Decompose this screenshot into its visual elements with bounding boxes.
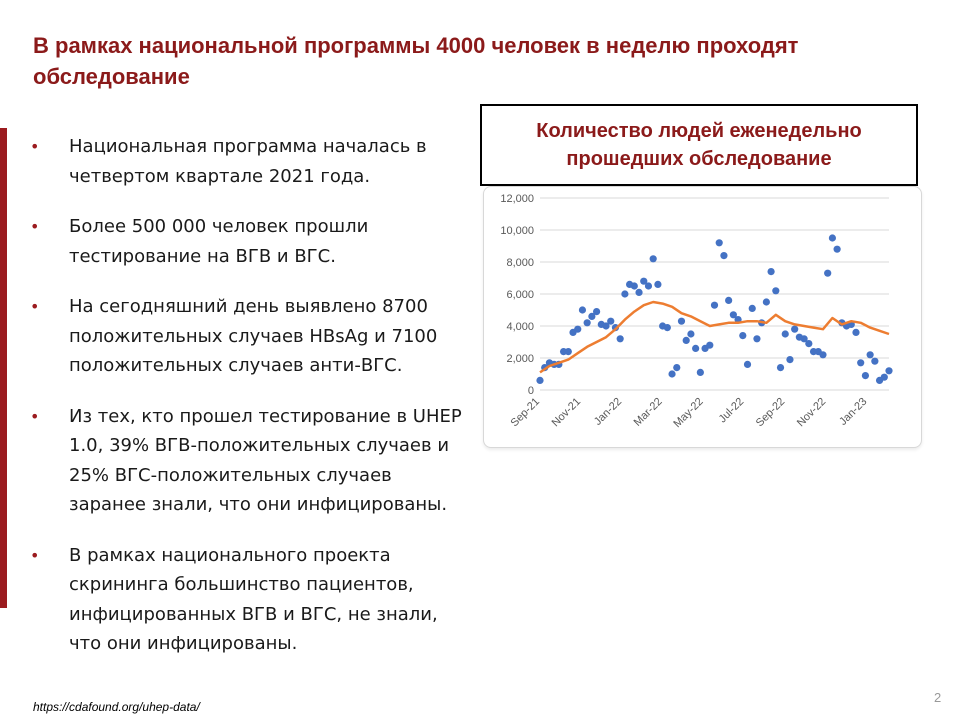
data-point [640,277,648,285]
data-point [592,308,601,316]
data-point [715,239,723,247]
data-point [861,372,870,380]
chart-panel: 0 2,000 4,000 6,000 8,000 10,000 12,000 Sep-21 N… [483,186,922,448]
data-point [767,268,775,276]
data-point [739,332,747,340]
x-tick-label: Sep-22 [754,396,788,430]
bullet-item: • Более 500 000 человек прошли тестирован… [30,212,470,271]
chart-title-box: Количество людей еженедельно прошедших о… [480,104,918,186]
data-point [805,340,813,348]
bullet-item: • Из тех, кто прошел тестирование в UHEP … [30,402,470,520]
bullet-item: • На сегодняшний день выявлено 8700 полож… [30,292,470,381]
x-tick-label: Nov-21 [550,396,584,430]
data-point [852,328,860,336]
data-point [536,376,544,384]
x-tick-label: Jan-23 [837,396,869,428]
data-point [833,245,841,253]
data-point [781,330,789,338]
bullet-marker: • [30,406,40,426]
bullet-item: • Национальная программа началась в четве… [30,132,470,191]
data-point [753,335,761,343]
page-number: 2 [934,690,942,705]
bullet-marker: • [30,217,40,236]
bullet-text: Национальная программа началась в четвер… [69,136,427,187]
chart-title: Количество людей еженедельно прошедших о… [536,120,862,170]
y-tick-label: 12,000 [500,193,534,205]
data-point [668,370,676,378]
data-point [677,317,686,325]
data-point [824,269,832,277]
data-point [649,255,657,263]
data-point [687,330,695,338]
data-point [772,287,780,295]
data-point [692,344,700,352]
data-point [880,373,888,381]
data-point [776,364,785,372]
data-point [583,319,591,327]
bullet-text: Более 500 000 человек прошли тестировани… [69,216,369,267]
data-point [616,335,624,343]
x-tick-label: Jul-22 [717,396,747,426]
data-point [696,368,704,376]
bullet-marker: • [30,297,40,316]
data-point [578,306,587,314]
x-tick-label: May-22 [671,396,705,430]
data-point [857,359,865,367]
bullet-item: • В рамках национального проекта скрининг… [30,541,470,659]
y-tick-label: 2,000 [506,353,534,365]
bullet-marker: • [30,545,40,565]
data-point [706,341,714,349]
y-tick-label: 10,000 [500,225,534,237]
data-point [673,364,681,372]
x-tick-label: Mar-22 [632,396,665,429]
data-point [588,312,596,320]
data-point [654,280,662,288]
trend-line [539,300,890,374]
data-point [743,360,752,368]
data-point [791,325,799,333]
data-point [644,282,653,290]
data-point [729,311,737,319]
data-point [621,290,629,298]
data-point [871,357,879,365]
x-tick-label: Jan-22 [592,396,624,428]
y-tick-label: 0 [528,385,534,397]
data-point [800,335,808,343]
bullet-text: В рамках национального проекта скрининга… [69,544,438,655]
x-tick-label: Nov-22 [795,396,829,430]
bullet-marker: • [30,137,40,156]
data-point [866,351,874,359]
accent-bar [0,128,7,608]
slide-title: В рамках национальной программы 4000 чел… [33,33,799,89]
data-point [663,324,671,332]
data-point [635,288,643,296]
data-point [574,325,582,333]
x-tick-label: Sep-21 [509,396,543,430]
bullet-text: На сегодняшний день выявлено 8700 положи… [69,296,438,376]
y-tick-label: 8,000 [506,257,534,269]
bullet-list: • Национальная программа началась в четве… [30,132,470,680]
y-tick-label: 4,000 [506,321,534,333]
data-point [828,234,837,242]
data-point [564,348,572,356]
data-point [720,252,728,260]
data-point [602,322,610,330]
data-point [885,367,893,375]
y-tick-label: 6,000 [506,289,534,301]
data-point [819,351,827,359]
source-link[interactable]: https://cdafound.org/uhep-data/ [33,700,200,714]
bullet-text: Из тех, кто прошел тестирование в UHEP 1… [69,405,462,516]
data-point [630,282,638,290]
data-point [682,336,690,344]
data-point [762,298,770,306]
data-point [725,296,733,304]
data-point [607,317,615,325]
data-point [786,356,794,364]
data-point [710,301,719,309]
data-point [748,304,756,312]
